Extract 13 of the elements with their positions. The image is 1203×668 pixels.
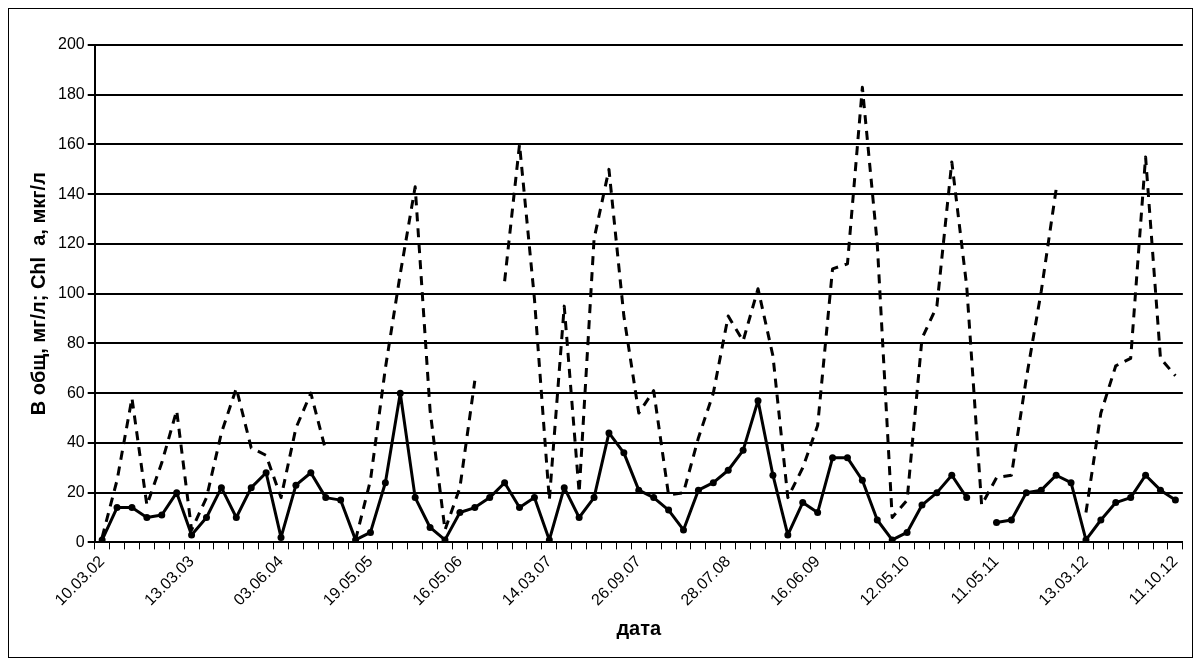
y-tick-label: 40 — [66, 433, 85, 451]
y-tick-label: 20 — [66, 483, 85, 501]
y-tick-label: 60 — [66, 383, 85, 401]
y-tick-label: 0 — [75, 532, 85, 550]
y-tick-label: 180 — [57, 85, 85, 103]
y-tick-label: 160 — [57, 134, 85, 152]
y-tick-label: 80 — [66, 333, 85, 351]
y-tick-label: 200 — [57, 35, 85, 53]
y-axis-title: В общ, мг/л; Chl a, мкг/л — [26, 172, 49, 416]
y-tick-label: 100 — [57, 284, 85, 302]
x-axis-title: дата — [616, 616, 663, 639]
y-tick-label: 120 — [57, 234, 85, 252]
y-tick-label: 140 — [57, 184, 85, 202]
